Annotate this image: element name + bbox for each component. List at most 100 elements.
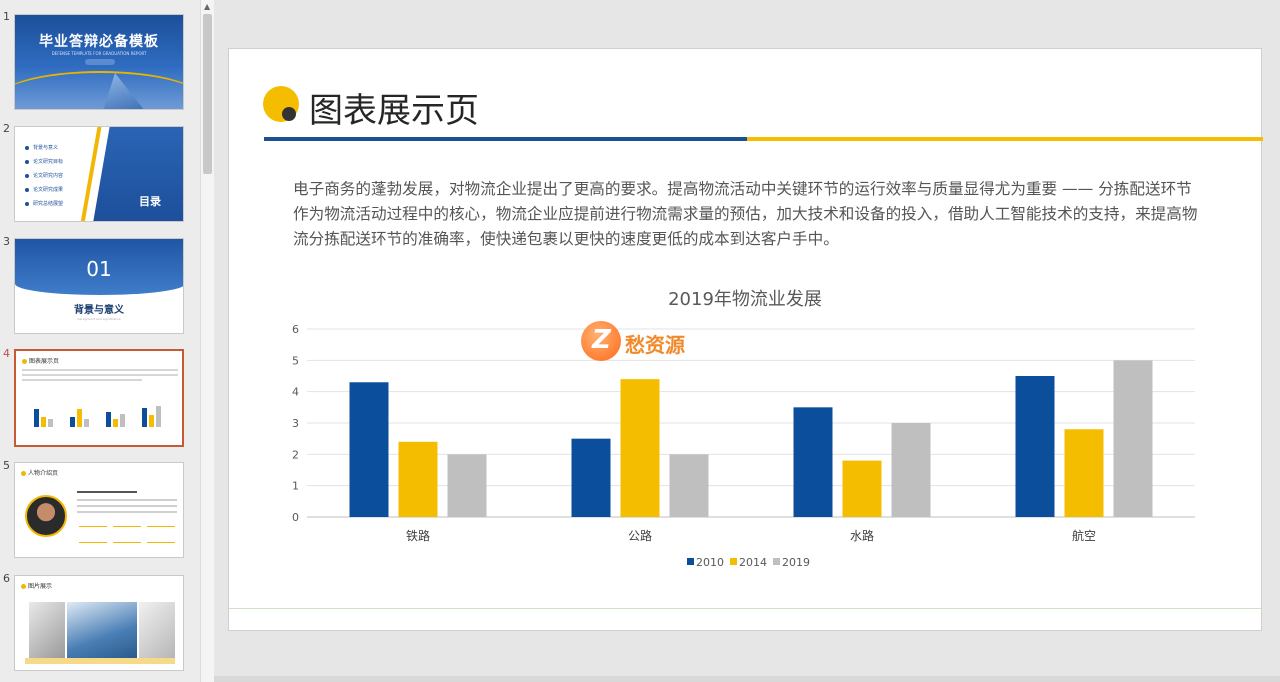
- scroll-up-icon[interactable]: ▲: [204, 2, 211, 11]
- category-label: 航空: [1072, 528, 1096, 543]
- y-tick-label: 4: [292, 386, 299, 399]
- thumb-stat: [147, 519, 175, 527]
- thumb-bar: [156, 406, 161, 427]
- thumb-bar: [34, 408, 39, 427]
- chart-gridlines: [307, 328, 1195, 518]
- category-label: 公路: [628, 528, 652, 543]
- y-tick-label: 1: [292, 480, 299, 493]
- thumb-bar: [70, 416, 75, 427]
- thumb-title: 目录: [139, 195, 161, 208]
- slide-thumbnail-2[interactable]: 背景与意义 论文研究目标 论文研究内容 论文研究成果 研究总结展望 目录: [14, 126, 184, 222]
- title-bullet-dot: [282, 107, 296, 121]
- bar-2019-航空: [1113, 360, 1153, 517]
- thumb-bar: [48, 418, 53, 427]
- watermark-logo-icon: [581, 321, 621, 361]
- thumb-number: 1: [3, 10, 10, 23]
- thumb-title: 毕业答辩必备模板: [39, 34, 159, 50]
- thumb-image: [139, 602, 175, 658]
- y-tick-label: 5: [292, 354, 299, 367]
- thumb-text-line: [22, 369, 178, 371]
- thumb-stat: [113, 535, 141, 543]
- legend-label: 2019: [782, 556, 810, 569]
- thumb-number: 6: [3, 572, 10, 585]
- chart-legend: 2010 2014 2019: [687, 556, 810, 569]
- slide-thumbnail-4[interactable]: 图表展示页: [14, 349, 184, 447]
- thumb-number: 4: [3, 347, 10, 360]
- thumb-bar: [84, 418, 89, 427]
- bar-2010-水路: [793, 407, 833, 517]
- thumb-title: 背景与意义: [74, 305, 124, 316]
- thumb-title: 人物介绍页: [21, 468, 58, 477]
- thumb-arc: [15, 71, 183, 109]
- thumb-bar: [106, 412, 111, 427]
- category-label: 水路: [850, 528, 874, 543]
- y-tick-label: 6: [292, 323, 299, 336]
- bar-2019-水路: [891, 423, 931, 517]
- slide-thumbnail-6[interactable]: 图片展示: [14, 575, 184, 671]
- legend-label: 2010: [696, 556, 724, 569]
- bar-2014-公路: [620, 379, 660, 517]
- thumb-stat: [79, 519, 107, 527]
- chart-title: 2019年物流业发展: [668, 289, 822, 310]
- thumb-bar: [142, 408, 147, 427]
- slide-footer-rule: [229, 608, 1261, 609]
- bar-2019-公路: [669, 454, 709, 517]
- bar-2010-公路: [571, 438, 611, 517]
- thumb-bar: [120, 414, 125, 427]
- thumb-stat: [147, 535, 175, 543]
- legend-swatch: [687, 558, 694, 565]
- slide-title[interactable]: 图表展示页: [309, 91, 479, 131]
- bar-2014-水路: [842, 460, 882, 517]
- toc-item: 研究总结展望: [25, 200, 63, 207]
- scrollbar-thumb[interactable]: [203, 14, 212, 174]
- thumb-subtitle: DEFENSE TEMPLATE FOR GRADUATION REPORT: [51, 51, 147, 56]
- thumb-stat: [113, 519, 141, 527]
- slide-body-text[interactable]: 电子商务的蓬勃发展，对物流企业提出了更高的要求。提高物流活动中关键环节的运行效率…: [293, 180, 1198, 248]
- thumb-bar: [41, 416, 46, 427]
- slide-thumbnail-3[interactable]: 01 背景与意义 background and significance: [14, 238, 184, 334]
- thumb-bar: [149, 415, 154, 427]
- slide-canvas[interactable]: 图表展示页 电子商务的蓬勃发展，对物流企业提出了更高的要求。提高物流活动中关键环…: [228, 48, 1263, 631]
- title-rule-blue: [264, 137, 747, 141]
- y-tick-label: 2: [292, 448, 299, 461]
- slide-thumbnail-5[interactable]: 人物介绍页: [14, 462, 184, 558]
- category-label: 铁路: [406, 528, 430, 543]
- bottom-scrollbar[interactable]: [214, 676, 1280, 682]
- toc-item: 论文研究内容: [25, 172, 63, 179]
- thumb-text-line: [77, 491, 137, 493]
- slide-thumbnail-1[interactable]: 毕业答辩必备模板 DEFENSE TEMPLATE FOR GRADUATION…: [14, 14, 184, 110]
- legend-swatch: [773, 558, 780, 565]
- toc-item: 论文研究目标: [25, 158, 63, 165]
- section-number: 01: [86, 257, 112, 281]
- thumbnail-scrollbar[interactable]: ▲: [200, 0, 214, 682]
- bar-chart[interactable]: 2019年物流业发展 0 1 2 3 4 5 6 铁路 公路 水路 航空 2010 2014 2019: [229, 49, 1263, 609]
- bar-2010-铁路: [349, 382, 389, 517]
- thumb-text-line: [77, 511, 177, 513]
- thumb-stat: [79, 535, 107, 543]
- thumb-number: 3: [3, 235, 10, 248]
- thumb-blue-header: [15, 239, 183, 295]
- thumb-text-line: [77, 505, 177, 507]
- legend-swatch: [730, 558, 737, 565]
- y-tick-label: 3: [292, 417, 299, 430]
- watermark-text: 愁资源: [625, 333, 685, 357]
- thumb-subtitle: background and significance: [77, 317, 121, 321]
- thumb-title: 图片展示: [21, 581, 52, 590]
- thumb-bar: [77, 408, 82, 427]
- toc-item: 背景与意义: [25, 144, 58, 151]
- chart-y-ticks: 0 1 2 3 4 5 6: [292, 323, 299, 524]
- thumb-yellow-bar: [25, 658, 175, 664]
- thumb-image: [29, 602, 65, 658]
- thumb-title: 图表展示页: [22, 356, 59, 365]
- title-rule-yellow: [747, 137, 1263, 141]
- bar-2014-航空: [1064, 429, 1104, 517]
- chart-categories: 铁路 公路 水路 航空: [406, 528, 1096, 543]
- thumb-bar: [113, 419, 118, 427]
- chart-bars: [349, 360, 1153, 517]
- person-avatar: [25, 495, 67, 537]
- bar-2014-铁路: [398, 441, 438, 517]
- thumb-number: 2: [3, 122, 10, 135]
- thumb-pill: [85, 59, 115, 65]
- thumb-text-line: [22, 374, 178, 376]
- legend-label: 2014: [739, 556, 767, 569]
